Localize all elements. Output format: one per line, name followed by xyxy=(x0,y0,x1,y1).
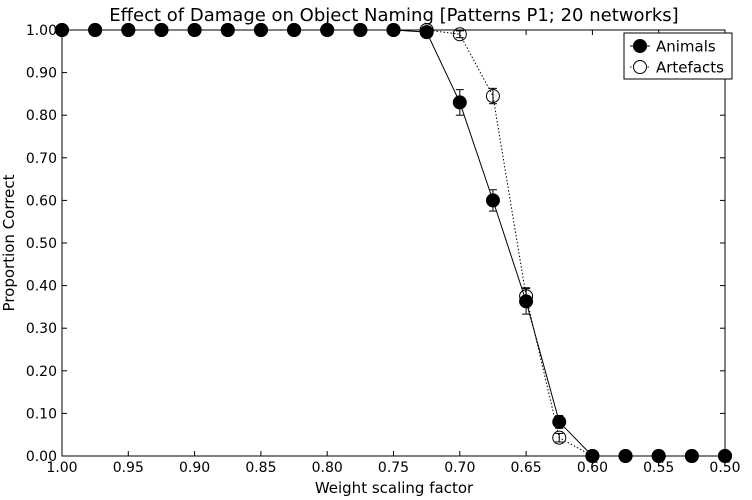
y-tick-label: 0.70 xyxy=(26,151,57,167)
y-tick-label: 0.60 xyxy=(26,193,57,209)
legend: Animals Artefacts xyxy=(623,32,733,80)
data-point-animals xyxy=(452,95,467,110)
y-tick-label: 0.00 xyxy=(26,449,57,465)
legend-label-animals: Animals xyxy=(656,38,716,56)
y-tick-label: 1.00 xyxy=(26,23,57,39)
x-tick-label: 0.60 xyxy=(577,460,608,476)
y-axis-label: Proportion Correct xyxy=(0,174,18,311)
x-tick-label: 0.50 xyxy=(709,460,740,476)
series-line-artefacts xyxy=(62,29,725,457)
y-tick-label: 0.80 xyxy=(26,108,57,124)
data-point-artefacts xyxy=(452,27,467,42)
plot-area: 1.00 0.95 0.90 0.85 0.80 0.75 0.70 0.65 0.60 0.55… xyxy=(26,23,741,476)
data-point-animals xyxy=(552,414,567,429)
x-tick-label: 0.85 xyxy=(245,460,276,476)
y-tick-label: 0.20 xyxy=(26,364,57,380)
plot-frame xyxy=(61,29,726,457)
y-tick-label: 0.50 xyxy=(26,236,57,252)
data-point-animals xyxy=(519,294,534,309)
x-tick-label: 0.75 xyxy=(378,460,409,476)
x-axis-label: Weight scaling factor xyxy=(315,479,474,497)
x-tick-label: 0.90 xyxy=(179,460,210,476)
data-point-animals xyxy=(485,193,500,208)
data-point-artefacts xyxy=(485,89,500,104)
x-tick-label: 1.00 xyxy=(46,460,77,476)
x-tick-label: 0.55 xyxy=(643,460,674,476)
data-point-animals xyxy=(419,25,434,40)
y-tick-label: 0.40 xyxy=(26,279,57,295)
series-line-animals xyxy=(62,29,725,457)
x-tick-label: 0.65 xyxy=(511,460,542,476)
chart-title: Effect of Damage on Object Naming [Patte… xyxy=(109,5,678,26)
legend-marker-animals xyxy=(633,39,647,53)
legend-marker-artefacts xyxy=(633,60,647,74)
x-tick-label: 0.95 xyxy=(113,460,144,476)
data-point-artefacts xyxy=(552,430,567,445)
y-tick-label: 0.30 xyxy=(26,321,57,337)
y-tick-label: 0.90 xyxy=(26,66,57,82)
legend-label-artefacts: Artefacts xyxy=(656,59,724,77)
x-tick-label: 0.70 xyxy=(444,460,475,476)
y-tick-label: 0.10 xyxy=(26,406,57,422)
x-tick-label: 0.80 xyxy=(312,460,343,476)
